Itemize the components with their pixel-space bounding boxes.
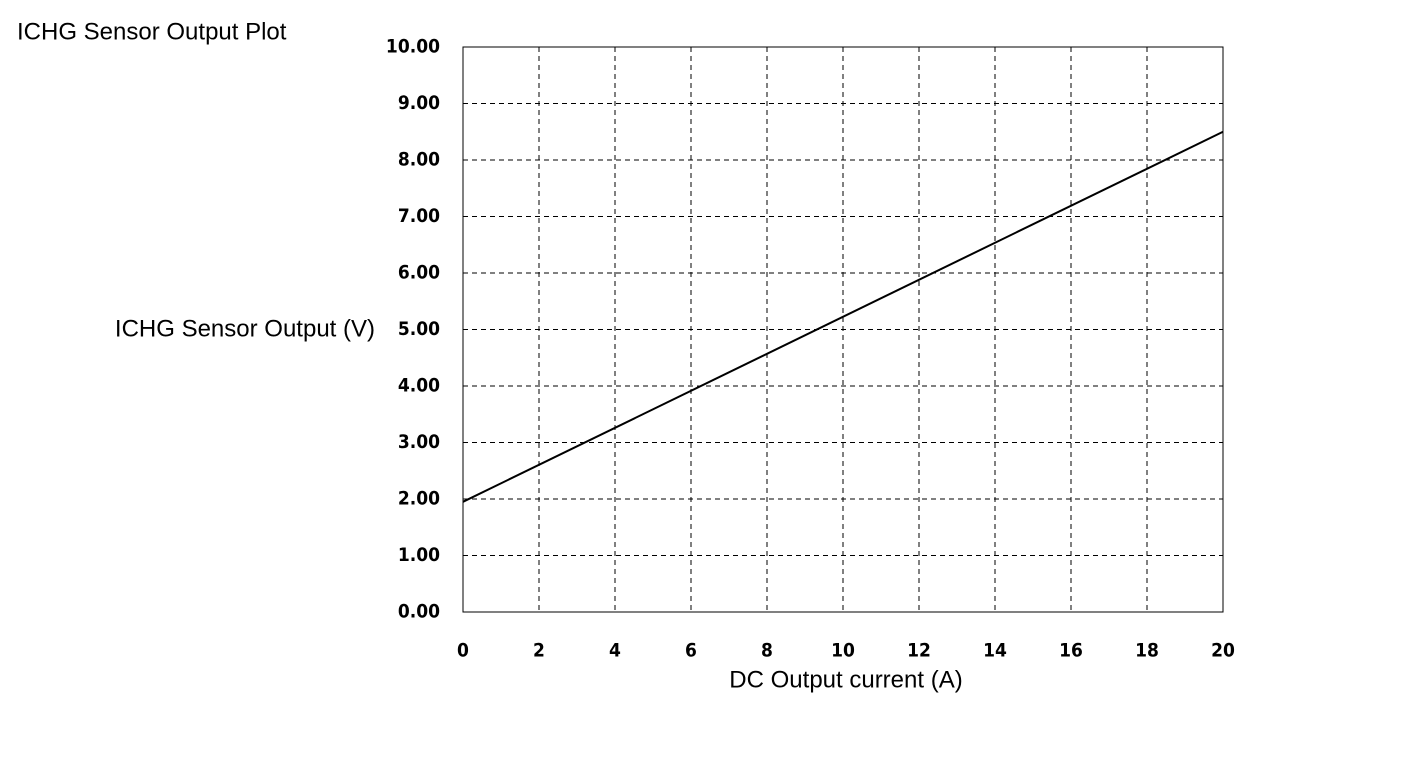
y-tick-label: 1.00 (398, 544, 440, 566)
y-tick-label: 8.00 (398, 149, 440, 171)
x-tick-label: 20 (1211, 640, 1235, 662)
y-axis-label: ICHG Sensor Output (V) (115, 315, 375, 342)
x-tick-label: 14 (983, 640, 1007, 662)
x-tick-label: 8 (761, 640, 773, 662)
y-tick-label: 7.00 (398, 205, 440, 227)
y-tick-label: 9.00 (398, 92, 440, 114)
y-tick-label: 3.00 (398, 431, 440, 453)
x-tick-label: 18 (1135, 640, 1159, 662)
y-tick-label: 5.00 (398, 318, 440, 340)
x-tick-label: 12 (907, 640, 931, 662)
x-tick-label: 2 (533, 640, 545, 662)
y-tick-label: 10.00 (386, 36, 440, 58)
x-axis-label: DC Output current (A) (729, 666, 962, 693)
x-tick-label: 16 (1059, 640, 1083, 662)
x-tick-label: 10 (831, 640, 855, 662)
plot-frame (462, 46, 1224, 613)
y-tick-label: 6.00 (398, 262, 440, 284)
x-tick-label: 6 (685, 640, 697, 662)
y-tick-label: 2.00 (398, 488, 440, 510)
chart-title: ICHG Sensor Output Plot (17, 18, 287, 45)
x-tick-label: 0 (457, 640, 469, 662)
x-tick-label: 4 (609, 640, 621, 662)
y-tick-label: 0.00 (398, 601, 440, 623)
data-line (462, 130, 1224, 503)
y-tick-label: 4.00 (398, 375, 440, 397)
